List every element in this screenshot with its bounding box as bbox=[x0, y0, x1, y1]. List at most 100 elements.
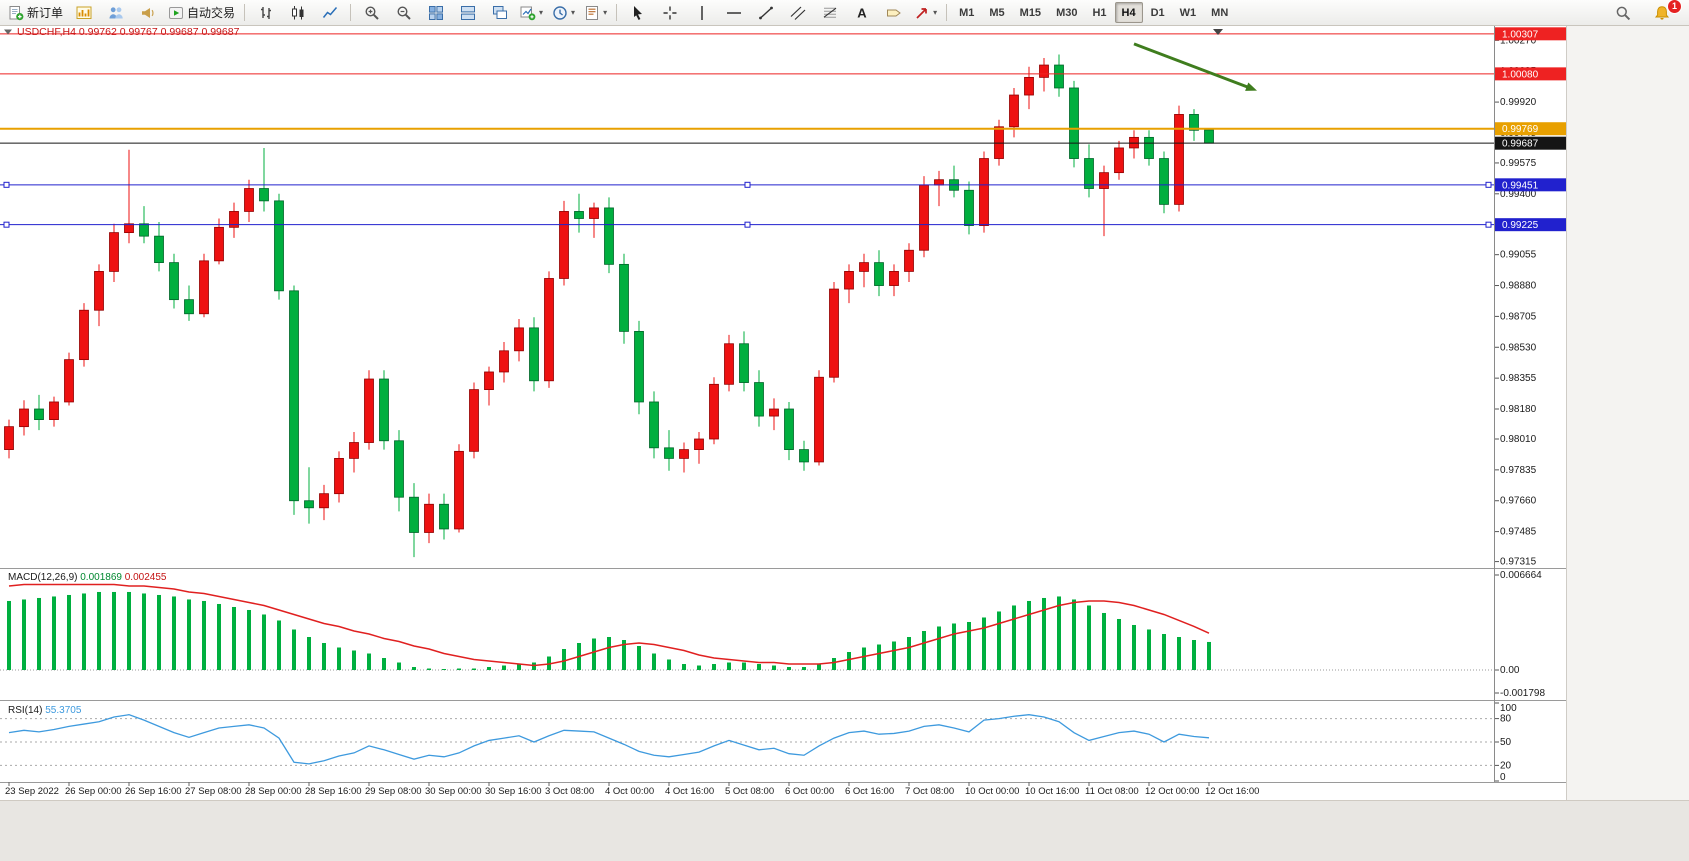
profiles-icon bbox=[108, 5, 124, 21]
megaphone-icon bbox=[140, 5, 156, 21]
zoom-out-button[interactable] bbox=[388, 1, 419, 24]
line-handle bbox=[744, 221, 751, 228]
channel-button[interactable] bbox=[782, 1, 813, 24]
price-tick: 0.98880 bbox=[1500, 281, 1537, 292]
price-tick: 0.98010 bbox=[1500, 434, 1537, 445]
price-badge bbox=[1495, 67, 1566, 81]
line-handle bbox=[744, 181, 751, 188]
timeframe-M5[interactable]: M5 bbox=[989, 6, 1005, 19]
trend-arrow[interactable] bbox=[1133, 42, 1257, 91]
chevron-down-icon: ▾ bbox=[539, 7, 544, 17]
time-tick: 26 Sep 16:00 bbox=[125, 786, 182, 797]
time-tick: 29 Sep 08:00 bbox=[365, 786, 422, 797]
rsi-axis-80: 80 bbox=[1500, 714, 1512, 725]
zoom-in-button[interactable] bbox=[356, 1, 387, 24]
toolbar-separator bbox=[244, 4, 246, 21]
time-tick: 12 Oct 16:00 bbox=[1205, 786, 1259, 797]
bars-chart-type-button[interactable] bbox=[250, 1, 281, 24]
toolbar-separator bbox=[946, 4, 948, 21]
new-order-icon bbox=[8, 5, 24, 21]
timeframe-M1[interactable]: M1 bbox=[959, 6, 975, 19]
vline-icon bbox=[694, 5, 710, 21]
vertical-line-button[interactable] bbox=[686, 1, 717, 24]
templates-button[interactable]: ▾ bbox=[580, 1, 611, 24]
timeframe-M30[interactable]: M30 bbox=[1056, 6, 1078, 19]
price-tick: 0.97660 bbox=[1500, 496, 1537, 507]
search-icon bbox=[1615, 5, 1631, 21]
text-button[interactable]: A bbox=[846, 1, 877, 24]
trendline-button[interactable] bbox=[750, 1, 781, 24]
arrow-tool-icon bbox=[914, 5, 930, 21]
autotrading-button[interactable]: 自动交易 bbox=[164, 1, 239, 24]
time-tick: 3 Oct 08:00 bbox=[545, 786, 594, 797]
line-handle bbox=[3, 221, 10, 228]
charts-button[interactable] bbox=[68, 1, 99, 24]
price-badge-label: 0.99225 bbox=[1502, 220, 1539, 231]
label-icon bbox=[886, 5, 902, 21]
arrows-button[interactable]: ▾ bbox=[910, 1, 941, 24]
crosshair-icon bbox=[662, 5, 678, 21]
timeframe-MN[interactable]: MN bbox=[1211, 6, 1229, 19]
timeframe-W1[interactable]: W1 bbox=[1179, 6, 1197, 19]
time-tick: 10 Oct 00:00 bbox=[965, 786, 1019, 797]
toolbar-main-group: 新订单 自动交易 ▾ ▾ ▾ A ▾ M1 M5 M15 M30 H1 H4 D1 W1 MN bbox=[4, 1, 1235, 24]
price-badge-label: 1.00307 bbox=[1502, 29, 1539, 40]
profiles-button[interactable] bbox=[100, 1, 131, 24]
chart-window-icon bbox=[76, 5, 92, 21]
price-tick: 0.99920 bbox=[1500, 97, 1537, 108]
rsi-axis-100: 100 bbox=[1500, 703, 1517, 714]
timeframe-H1[interactable]: H1 bbox=[1092, 6, 1107, 19]
alerts-button[interactable] bbox=[132, 1, 163, 24]
chart-canvas[interactable]: USDCHF,H4 0.99762 0.99767 0.99687 0.9968… bbox=[0, 26, 1689, 800]
timeframe-D1[interactable]: D1 bbox=[1150, 6, 1165, 19]
text-label-button[interactable] bbox=[878, 1, 909, 24]
symbol-ohlc-label: USDCHF,H4 0.99762 0.99767 0.99687 0.9968… bbox=[17, 26, 240, 38]
time-tick: 7 Oct 08:00 bbox=[905, 786, 954, 797]
toolbar-separator bbox=[616, 4, 618, 21]
cascade-windows-button[interactable] bbox=[484, 1, 515, 24]
time-tick: 12 Oct 00:00 bbox=[1145, 786, 1199, 797]
time-axis[interactable]: 23 Sep 2022 26 Sep 00:00 26 Sep 16:00 27 Se… bbox=[5, 782, 1259, 797]
cursor-icon bbox=[630, 5, 646, 21]
channel-icon bbox=[790, 5, 806, 21]
price-level-lines bbox=[0, 33, 1494, 228]
panel-separators bbox=[0, 26, 1566, 783]
candlestick-series bbox=[4, 54, 1214, 558]
price-axis[interactable]: 1.002701.000950.999200.997450.995750.994… bbox=[1495, 26, 1566, 568]
new-chart-button[interactable]: ▾ bbox=[516, 1, 547, 24]
rsi-axis-20: 20 bbox=[1500, 760, 1512, 771]
timeframe-H4[interactable]: H4 bbox=[1114, 2, 1143, 23]
trendline-icon bbox=[758, 5, 774, 21]
one-click-trading-toggle[interactable] bbox=[4, 29, 12, 35]
macd-axis-max: 0.006664 bbox=[1500, 570, 1542, 581]
periods-button[interactable]: ▾ bbox=[548, 1, 579, 24]
tile-windows-button[interactable] bbox=[420, 1, 451, 24]
arrange-windows-button[interactable] bbox=[452, 1, 483, 24]
candles-chart-type-button[interactable] bbox=[282, 1, 313, 24]
new-order-button[interactable]: 新订单 bbox=[4, 1, 67, 24]
timeframe-M15[interactable]: M15 bbox=[1019, 6, 1042, 19]
search-button[interactable] bbox=[1607, 1, 1638, 24]
time-tick: 5 Oct 08:00 bbox=[725, 786, 774, 797]
fibonacci-button[interactable] bbox=[814, 1, 845, 24]
notifications-button[interactable]: 1 bbox=[1646, 0, 1682, 24]
template-icon bbox=[584, 5, 600, 21]
cascade-windows-icon bbox=[492, 5, 508, 21]
line-chart-type-button[interactable] bbox=[314, 1, 345, 24]
new-order-label: 新订单 bbox=[27, 6, 64, 20]
price-tick: 0.98180 bbox=[1500, 404, 1537, 415]
hline-icon bbox=[726, 5, 742, 21]
candles-icon bbox=[290, 5, 306, 21]
status-strip bbox=[0, 800, 1689, 861]
crosshair-button[interactable] bbox=[654, 1, 685, 24]
horizontal-line-button[interactable] bbox=[718, 1, 749, 24]
new-chart-icon bbox=[520, 5, 536, 21]
price-badge bbox=[1495, 122, 1566, 136]
chart-window: USDCHF,H4 0.99762 0.99767 0.99687 0.9968… bbox=[0, 26, 1689, 800]
time-tick: 23 Sep 2022 bbox=[5, 786, 59, 797]
ohlc-bars-icon bbox=[258, 5, 274, 21]
chart-shift-marker[interactable] bbox=[1213, 29, 1223, 35]
price-badge bbox=[1495, 218, 1566, 232]
cursor-button[interactable] bbox=[622, 1, 653, 24]
